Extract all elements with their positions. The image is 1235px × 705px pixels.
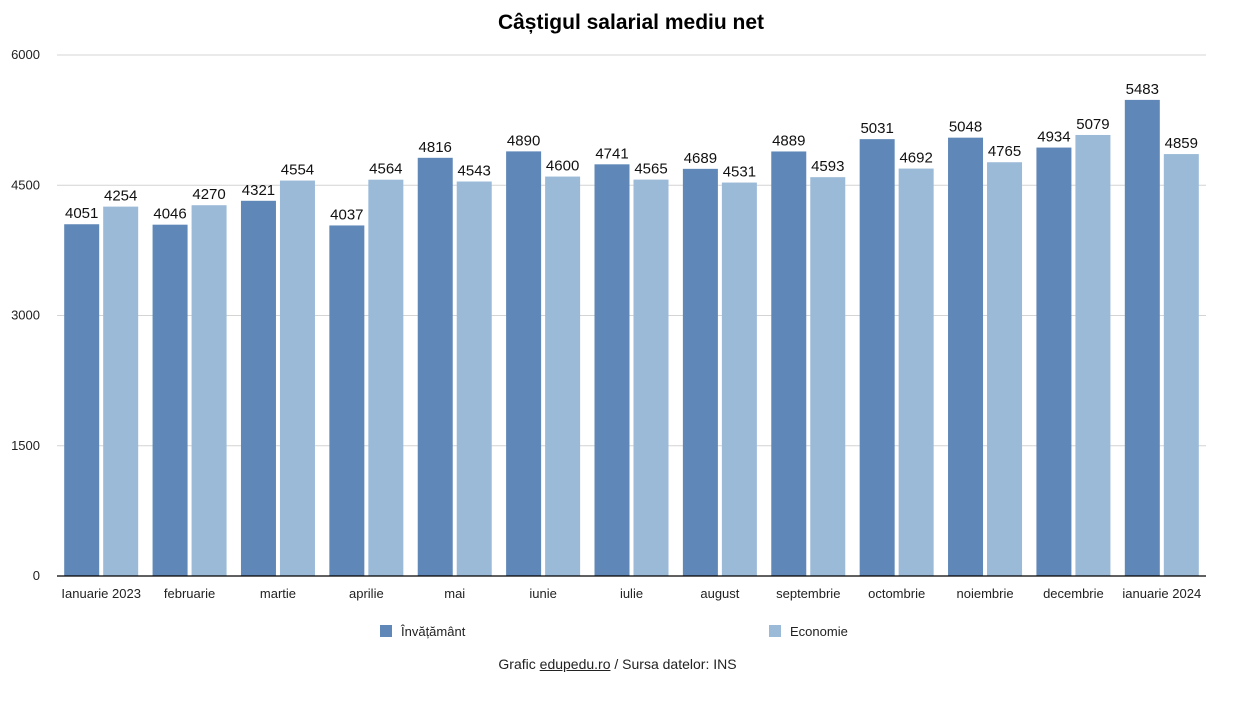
- bar-economie: [456, 181, 492, 576]
- data-label: 4741: [595, 145, 628, 162]
- data-label: 4321: [242, 182, 275, 199]
- bar-economie: [898, 168, 934, 576]
- data-label: 4046: [153, 206, 186, 223]
- data-label: 4859: [1165, 135, 1198, 152]
- data-label: 4689: [684, 150, 717, 167]
- x-axis: Ianuarie 2023 februarie martie aprilie mai iu…: [57, 575, 1206, 601]
- data-label: 4889: [772, 132, 805, 149]
- bar-invatamant: [948, 137, 984, 576]
- data-label: 5483: [1126, 81, 1159, 98]
- bar-invatamant: [859, 139, 895, 577]
- bar-economie: [279, 180, 315, 576]
- data-label: 4037: [330, 206, 363, 223]
- bar-invatamant: [1124, 99, 1160, 577]
- x-tick-label: februarie: [164, 586, 215, 601]
- bar-invatamant: [594, 164, 630, 576]
- source-note: Grafic edupedu.ro / Sursa datelor: INS: [0, 656, 1235, 672]
- legend-label: Economie: [790, 624, 848, 639]
- data-label: 4543: [458, 163, 491, 180]
- x-tick-label: octombrie: [868, 586, 925, 601]
- data-label: 5031: [860, 120, 893, 137]
- data-label: 4531: [723, 164, 756, 181]
- y-axis: 0 1500 3000 4500 6000: [11, 47, 40, 583]
- legend-label: Învățământ: [400, 624, 466, 639]
- bar-economie: [103, 206, 139, 576]
- x-tick-label: decembrie: [1043, 586, 1104, 601]
- bar-invatamant: [240, 200, 276, 577]
- data-label: 4554: [281, 162, 314, 179]
- source-suffix: / Sursa datelor: INS: [610, 656, 737, 672]
- x-tick-label: aprilie: [349, 586, 384, 601]
- data-label: 4890: [507, 132, 540, 149]
- x-tick-label: Ianuarie 2023: [61, 586, 141, 601]
- legend-swatch: [380, 625, 392, 637]
- y-tick-label: 6000: [11, 47, 40, 62]
- x-tick-label: iulie: [620, 586, 643, 601]
- y-tick-label: 4500: [11, 177, 40, 192]
- bar-invatamant: [152, 224, 188, 576]
- bar-economie: [810, 177, 846, 576]
- bar-invatamant: [417, 157, 453, 576]
- x-tick-label: noiembrie: [956, 586, 1013, 601]
- x-tick-label: ianuarie 2024: [1122, 586, 1201, 601]
- bar-economie: [987, 162, 1023, 576]
- x-tick-label: mai: [444, 586, 465, 601]
- legend-swatch: [769, 625, 781, 637]
- bar-economie: [1163, 154, 1199, 576]
- data-labels: 4051 4254 4046 4270 4321 4554 4037 4564 4816 4543…: [65, 81, 1198, 224]
- bar-invatamant: [682, 168, 718, 576]
- bar-economie: [368, 179, 404, 576]
- bar-economie: [721, 182, 757, 576]
- data-label: 4692: [899, 150, 932, 167]
- data-label: 4564: [369, 161, 402, 178]
- data-label: 4565: [634, 161, 667, 178]
- x-tick-label: august: [700, 586, 739, 601]
- data-label: 4765: [988, 143, 1021, 160]
- x-tick-label: martie: [260, 586, 296, 601]
- salary-bar-chart: Câștigul salarial mediu net 0 1500 3000 450…: [11, 11, 1206, 639]
- source-prefix: Grafic: [498, 656, 540, 672]
- bar-economie: [1075, 134, 1111, 576]
- data-label: 5079: [1076, 116, 1109, 133]
- y-tick-label: 3000: [11, 308, 40, 323]
- x-tick-label: iunie: [529, 586, 556, 601]
- source-link[interactable]: edupedu.ro: [539, 656, 611, 672]
- bar-invatamant: [1036, 147, 1072, 576]
- y-tick-label: 0: [33, 568, 40, 583]
- y-tick-label: 1500: [11, 438, 40, 453]
- bar-economie: [191, 205, 227, 576]
- data-label: 5048: [949, 119, 982, 136]
- bar-economie: [633, 179, 669, 576]
- bar-invatamant: [771, 151, 807, 576]
- data-label: 4270: [192, 186, 225, 203]
- data-label: 4934: [1037, 129, 1070, 146]
- gridlines: [57, 54, 1206, 447]
- bars: [64, 99, 1199, 577]
- bar-economie: [545, 176, 581, 577]
- data-label: 4816: [419, 139, 452, 156]
- data-label: 4600: [546, 158, 579, 175]
- legend: Învățământ Economie: [380, 624, 848, 639]
- data-label: 4254: [104, 188, 137, 205]
- chart-title: Câștigul salarial mediu net: [498, 11, 764, 34]
- bar-invatamant: [329, 225, 365, 576]
- x-tick-label: septembrie: [776, 586, 840, 601]
- data-label: 4051: [65, 205, 98, 222]
- data-label: 4593: [811, 158, 844, 175]
- bar-invatamant: [506, 151, 542, 576]
- bar-invatamant: [64, 224, 100, 576]
